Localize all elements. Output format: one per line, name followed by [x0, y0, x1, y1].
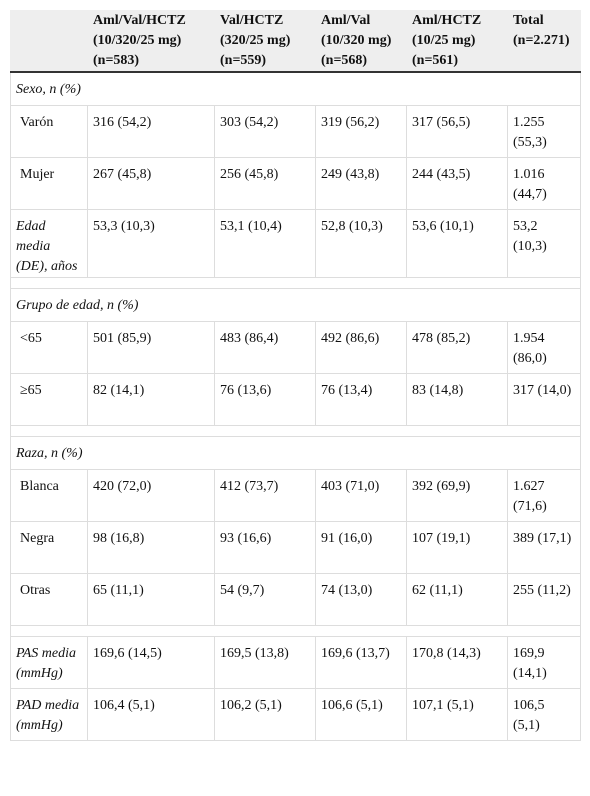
header-cell: Aml/HCTZ (10/25 mg) (n=561)	[406, 10, 508, 73]
section-row: Sexo, n (%)	[10, 71, 581, 106]
row-label: ≥65	[10, 373, 88, 426]
cell: 420 (72,0)	[87, 469, 215, 522]
spacer-row	[10, 425, 581, 437]
cell: 316 (54,2)	[87, 105, 215, 158]
cell: 169,6 (14,5)	[87, 636, 215, 689]
cell: 317 (56,5)	[406, 105, 508, 158]
cell: 255 (11,2)	[507, 573, 581, 626]
spacer	[10, 277, 581, 289]
cell: 106,5 (5,1)	[507, 688, 581, 741]
cell: 319 (56,2)	[315, 105, 407, 158]
row-label: <65	[10, 321, 88, 374]
section-title: Sexo, n (%)	[10, 71, 581, 106]
cell: 52,8 (10,3)	[315, 209, 407, 278]
cell: 106,2 (5,1)	[214, 688, 316, 741]
cell: 76 (13,6)	[214, 373, 316, 426]
cell: 392 (69,9)	[406, 469, 508, 522]
cell: 53,6 (10,1)	[406, 209, 508, 278]
data-row: PAD media (mmHg) 106,4 (5,1) 106,2 (5,1) 10…	[10, 688, 581, 741]
cell: 107,1 (5,1)	[406, 688, 508, 741]
cell: 1.016 (44,7)	[507, 157, 581, 210]
cell: 256 (45,8)	[214, 157, 316, 210]
cell: 62 (11,1)	[406, 573, 508, 626]
cell: 249 (43,8)	[315, 157, 407, 210]
header-cell: Aml/Val (10/320 mg) (n=568)	[315, 10, 407, 73]
cell: 169,9 (14,1)	[507, 636, 581, 689]
cell: 169,5 (13,8)	[214, 636, 316, 689]
row-label: PAS media (mmHg)	[10, 636, 88, 689]
row-label: Blanca	[10, 469, 88, 522]
header-cell: Total (n=2.271)	[507, 10, 581, 73]
cell: 53,3 (10,3)	[87, 209, 215, 278]
cell: 170,8 (14,3)	[406, 636, 508, 689]
data-row: Blanca 420 (72,0) 412 (73,7) 403 (71,0) 392 …	[10, 469, 581, 522]
cell: 98 (16,8)	[87, 521, 215, 574]
data-row: Mujer 267 (45,8) 256 (45,8) 249 (43,8) 244 (…	[10, 157, 581, 210]
header-cell: Aml/Val/HCTZ (10/320/25 mg) (n=583)	[87, 10, 215, 73]
cell: 106,4 (5,1)	[87, 688, 215, 741]
data-row: Edad media (DE), años 53,3 (10,3) 53,1 (10…	[10, 209, 581, 278]
section-row: Grupo de edad, n (%)	[10, 288, 581, 322]
cell: 1.627 (71,6)	[507, 469, 581, 522]
cell: 478 (85,2)	[406, 321, 508, 374]
cell: 501 (85,9)	[87, 321, 215, 374]
cell: 403 (71,0)	[315, 469, 407, 522]
cell: 107 (19,1)	[406, 521, 508, 574]
cell: 267 (45,8)	[87, 157, 215, 210]
data-row: <65 501 (85,9) 483 (86,4) 492 (86,6) 478 (85…	[10, 321, 581, 374]
header-cell: Val/HCTZ (320/25 mg) (n=559)	[214, 10, 316, 73]
spacer	[10, 425, 581, 437]
cell: 106,6 (5,1)	[315, 688, 407, 741]
cell: 483 (86,4)	[214, 321, 316, 374]
row-label: Negra	[10, 521, 88, 574]
cell: 93 (16,6)	[214, 521, 316, 574]
cell: 91 (16,0)	[315, 521, 407, 574]
section-title: Grupo de edad, n (%)	[10, 288, 581, 322]
spacer-row	[10, 277, 581, 289]
cell: 53,2 (10,3)	[507, 209, 581, 278]
row-label: Varón	[10, 105, 88, 158]
row-label: PAD media (mmHg)	[10, 688, 88, 741]
section-row: Raza, n (%)	[10, 436, 581, 470]
table: Aml/Val/HCTZ (10/320/25 mg) (n=583) Val/H…	[10, 10, 581, 741]
section-title: Raza, n (%)	[10, 436, 581, 470]
data-row: ≥65 82 (14,1) 76 (13,6) 76 (13,4) 83 (14,8) 3…	[10, 373, 581, 426]
cell: 303 (54,2)	[214, 105, 316, 158]
cell: 82 (14,1)	[87, 373, 215, 426]
cell: 169,6 (13,7)	[315, 636, 407, 689]
cell: 65 (11,1)	[87, 573, 215, 626]
data-row: PAS media (mmHg) 169,6 (14,5) 169,5 (13,8)…	[10, 636, 581, 689]
cell: 53,1 (10,4)	[214, 209, 316, 278]
cell: 1.255 (55,3)	[507, 105, 581, 158]
cell: 389 (17,1)	[507, 521, 581, 574]
header-cell	[10, 10, 88, 73]
data-row: Otras 65 (11,1) 54 (9,7) 74 (13,0) 62 (11,1)…	[10, 573, 581, 626]
spacer	[10, 625, 581, 637]
spacer-row	[10, 625, 581, 637]
cell: 1.954 (86,0)	[507, 321, 581, 374]
row-label: Otras	[10, 573, 88, 626]
row-label: Edad media (DE), años	[10, 209, 88, 278]
cell: 492 (86,6)	[315, 321, 407, 374]
cell: 83 (14,8)	[406, 373, 508, 426]
cell: 54 (9,7)	[214, 573, 316, 626]
row-label: Mujer	[10, 157, 88, 210]
data-row: Varón 316 (54,2) 303 (54,2) 319 (56,2) 317 (…	[10, 105, 581, 158]
data-row: Negra 98 (16,8) 93 (16,6) 91 (16,0) 107 (19,…	[10, 521, 581, 574]
cell: 317 (14,0)	[507, 373, 581, 426]
cell: 76 (13,4)	[315, 373, 407, 426]
cell: 412 (73,7)	[214, 469, 316, 522]
header-row: Aml/Val/HCTZ (10/320/25 mg) (n=583) Val/H…	[10, 10, 581, 73]
cell: 244 (43,5)	[406, 157, 508, 210]
cell: 74 (13,0)	[315, 573, 407, 626]
